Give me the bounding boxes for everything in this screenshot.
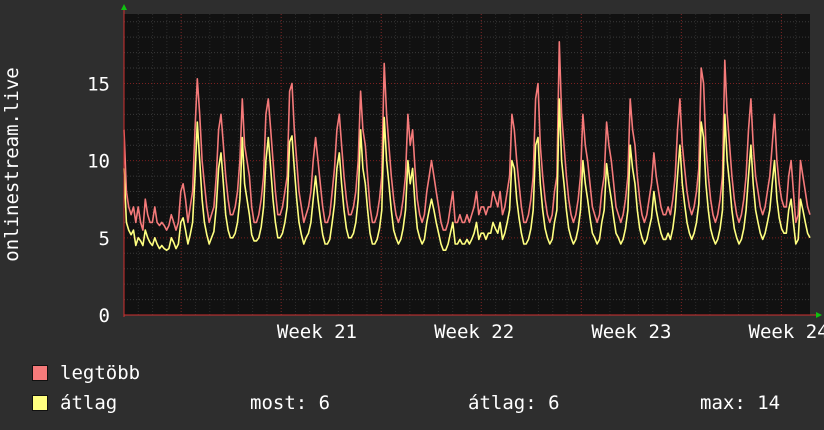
legend-label-avg: átlag	[60, 392, 118, 414]
series-line-max	[123, 41, 811, 231]
x-axis-arrow	[816, 312, 822, 318]
stat-current-value: 6	[318, 392, 331, 414]
stat-average-value: 6	[548, 392, 560, 414]
stat-max: max: 14	[700, 392, 780, 414]
y-tick-label: 0	[99, 305, 110, 327]
stat-average-label: átlag:	[468, 392, 537, 414]
y-axis-title: onlinestream.live	[1, 67, 23, 261]
stat-max-label: max:	[700, 392, 746, 414]
stat-average: átlag: 6	[468, 392, 560, 414]
legend-swatch-avg	[32, 395, 48, 411]
legend-swatch-max	[32, 365, 48, 381]
stat-max-value: 14	[757, 392, 781, 414]
stat-current-label: most:	[250, 392, 308, 414]
legend-label-max: legtöbb	[60, 362, 141, 384]
y-axis-arrow	[121, 4, 127, 10]
y-tick-label: 5	[99, 228, 110, 250]
x-tick-label: Week 23	[591, 321, 671, 343]
x-tick-label: Week 24	[749, 321, 824, 343]
legend-item-max: legtöbb	[32, 362, 140, 384]
stat-current: most: 6	[250, 392, 330, 414]
x-tick-label: Week 22	[434, 321, 514, 343]
x-tick-label: Week 21	[277, 321, 357, 343]
y-tick-label: 10	[87, 151, 110, 173]
series-line-avg	[123, 98, 811, 251]
legend-item-avg: átlag	[32, 392, 117, 414]
y-tick-label: 15	[87, 73, 110, 95]
